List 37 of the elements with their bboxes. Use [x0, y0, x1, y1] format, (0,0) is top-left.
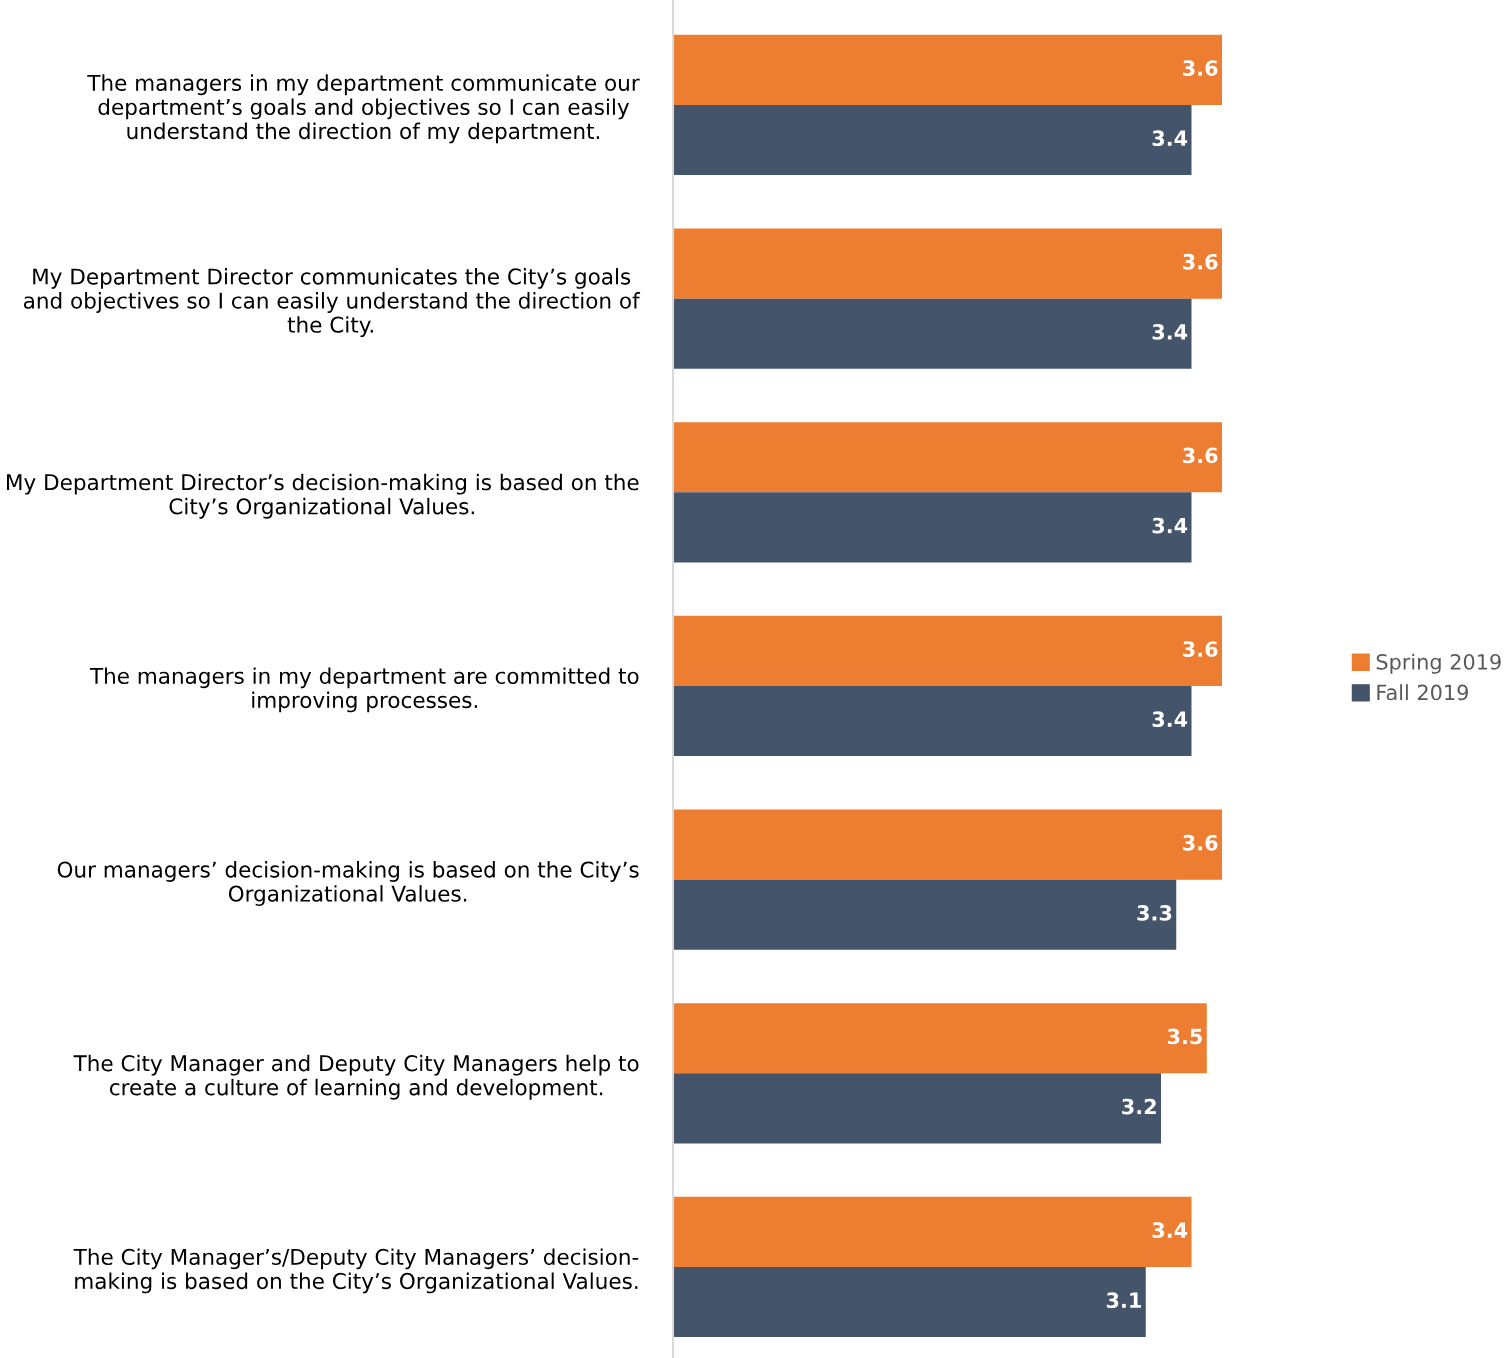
legend-label: Spring 2019	[1376, 653, 1501, 674]
bar	[673, 1266, 1146, 1338]
data-label: 3.6	[1183, 447, 1218, 464]
data-label: 3.2	[1122, 1098, 1156, 1115]
legend-label: Fall 2019	[1377, 684, 1468, 701]
y-tick-label: The managers in my department communicate our department’s goals and objectives so I can easily understand the direction of my department.	[87, 74, 640, 144]
y-tick-label: The managers in my department are committed to improving processes.	[89, 667, 639, 713]
data-label: 3.6	[1183, 641, 1218, 657]
bar	[673, 1073, 1161, 1144]
bar	[673, 685, 1192, 757]
bar	[673, 422, 1222, 493]
data-label: 3.4	[1152, 1222, 1188, 1238]
data-label: 3.4	[1152, 711, 1188, 728]
data-label: 3.6	[1183, 60, 1218, 76]
data-label: 3.4	[1152, 323, 1188, 340]
data-label: 3.6	[1183, 834, 1218, 851]
bar	[673, 879, 1177, 950]
bar	[673, 615, 1222, 686]
data-label: 3.3	[1137, 904, 1172, 921]
bar	[673, 104, 1192, 176]
bar	[673, 1003, 1207, 1074]
bar	[673, 34, 1222, 105]
bar	[673, 1196, 1192, 1267]
y-tick-label: The City Manager and Deputy City Managers help to create a culture of learning and development.	[73, 1054, 639, 1100]
bar	[673, 809, 1222, 880]
data-label: 3.5	[1167, 1028, 1202, 1045]
data-label: 3.4	[1152, 130, 1188, 147]
bar	[673, 298, 1192, 369]
data-label: 3.6	[1183, 253, 1218, 270]
y-tick-label: Our managers’ decision-making is based on the City’s Organizational Values.	[57, 861, 639, 906]
y-tick-label: My Department Director communicates the City’s goals and objectives so I can easily understand the direction of the City.	[23, 267, 641, 338]
data-label: 3.4	[1152, 517, 1188, 534]
y-tick-label: My Department Director’s decision-making is based on the City’s Organizational Values.	[7, 473, 639, 519]
y-tick-label: The City Manager’s/Deputy City Managers’ decision- making is based on the City’s Organizational Values.	[73, 1248, 639, 1294]
bar	[673, 492, 1192, 563]
bar	[673, 228, 1222, 299]
data-label: 3.1	[1106, 1292, 1141, 1309]
